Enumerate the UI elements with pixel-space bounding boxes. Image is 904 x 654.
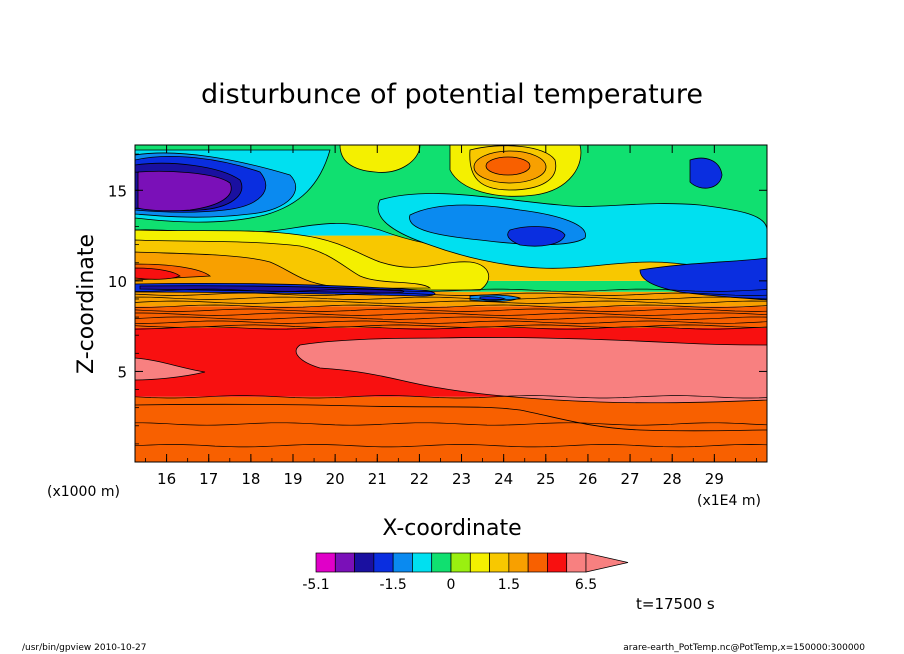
contour-line	[135, 312, 767, 316]
contour-region	[135, 267, 181, 280]
contour-line	[135, 326, 767, 330]
contour-line	[135, 304, 767, 308]
colorbar-label: -1.5	[379, 577, 406, 593]
contour-line	[135, 288, 767, 292]
time-label: t=17500 s	[636, 595, 715, 613]
x-unit-right: (x1E4 m)	[697, 493, 761, 509]
x-tick-label: 24	[494, 470, 513, 488]
y-axis-ticks: 5 10 15	[108, 153, 767, 445]
contour-line	[135, 320, 767, 324]
colorbar-extend-arrow	[585, 552, 629, 573]
colorbar-segment	[392, 552, 413, 573]
contour-line	[135, 444, 767, 448]
plot-area	[135, 145, 767, 462]
x-tick-label: 23	[452, 470, 471, 488]
contour-region	[135, 251, 331, 291]
colorbar-label: 1.5	[498, 577, 520, 593]
x-tick-label: 25	[536, 470, 555, 488]
x-tick-label: 28	[663, 470, 682, 488]
colorbar-segment	[315, 552, 336, 573]
x-tick-label: 22	[410, 470, 429, 488]
contour-region	[139, 285, 405, 294]
x-tick-label: 27	[621, 470, 640, 488]
colorbar-segment	[527, 552, 548, 573]
x-axis-ticks: 16 17 18 19 20 21 22 23 24 25 26 27 28 29	[145, 145, 757, 488]
contour-lines	[135, 288, 767, 448]
colorbar-segment	[489, 552, 510, 573]
colorbar-segment	[373, 552, 394, 573]
x-tick-label: 20	[326, 470, 345, 488]
x-axis-label: X-coordinate	[382, 516, 521, 541]
contour-region	[507, 226, 566, 247]
contour-features	[135, 145, 767, 462]
colorbar-label: 0	[447, 577, 456, 593]
contour-region	[639, 257, 767, 301]
colorbar-segment	[431, 552, 452, 573]
colorbar: -5.1 -1.5 0 1.5 6.5	[302, 552, 629, 593]
contour-region	[295, 337, 767, 404]
x-tick-label: 16	[157, 470, 176, 488]
x-tick-label: 18	[241, 470, 260, 488]
contour-region	[137, 170, 232, 212]
colorbar-segment	[334, 552, 355, 573]
x-tick-label: 29	[705, 470, 724, 488]
y-tick-label: 10	[108, 273, 127, 291]
y-axis-label: Z-coordinate	[74, 234, 99, 374]
contour-region	[135, 403, 767, 462]
contour-line	[135, 316, 767, 320]
contour-line	[135, 292, 767, 296]
x-tick-label: 21	[368, 470, 387, 488]
x-tick-label: 19	[283, 470, 302, 488]
colorbar-segment	[508, 552, 529, 573]
contour-region	[339, 145, 421, 173]
y-tick-label: 5	[117, 363, 127, 381]
footer-right: arare-earth_PotTemp.nc@PotTemp,x=150000:…	[623, 643, 865, 653]
colorbar-segment	[566, 552, 587, 573]
colorbar-segment	[354, 552, 375, 573]
chart-title: disturbunce of potential temperature	[201, 79, 703, 110]
contour-line	[135, 395, 767, 399]
colorbar-label: -5.1	[302, 577, 329, 593]
contour-region	[135, 357, 206, 381]
contour-line	[135, 324, 767, 328]
x-unit-left: (x1000 m)	[47, 484, 120, 500]
y-tick-label: 15	[108, 182, 127, 200]
colorbar-label: 6.5	[575, 577, 597, 593]
colorbar-segment	[412, 552, 433, 573]
contour-region	[689, 157, 723, 189]
footer-left: /usr/bin/gpview 2010-10-27	[22, 643, 146, 653]
contour-line	[135, 422, 767, 426]
x-tick-label: 26	[578, 470, 597, 488]
contour-line	[135, 296, 767, 300]
x-tick-label: 17	[199, 470, 218, 488]
contour-region	[485, 156, 531, 176]
colorbar-segment	[547, 552, 568, 573]
contour-line	[135, 300, 767, 304]
colorbar-segment	[469, 552, 490, 573]
colorbar-segment	[450, 552, 471, 573]
plot-frame	[134, 144, 768, 463]
contour-line	[135, 308, 767, 312]
